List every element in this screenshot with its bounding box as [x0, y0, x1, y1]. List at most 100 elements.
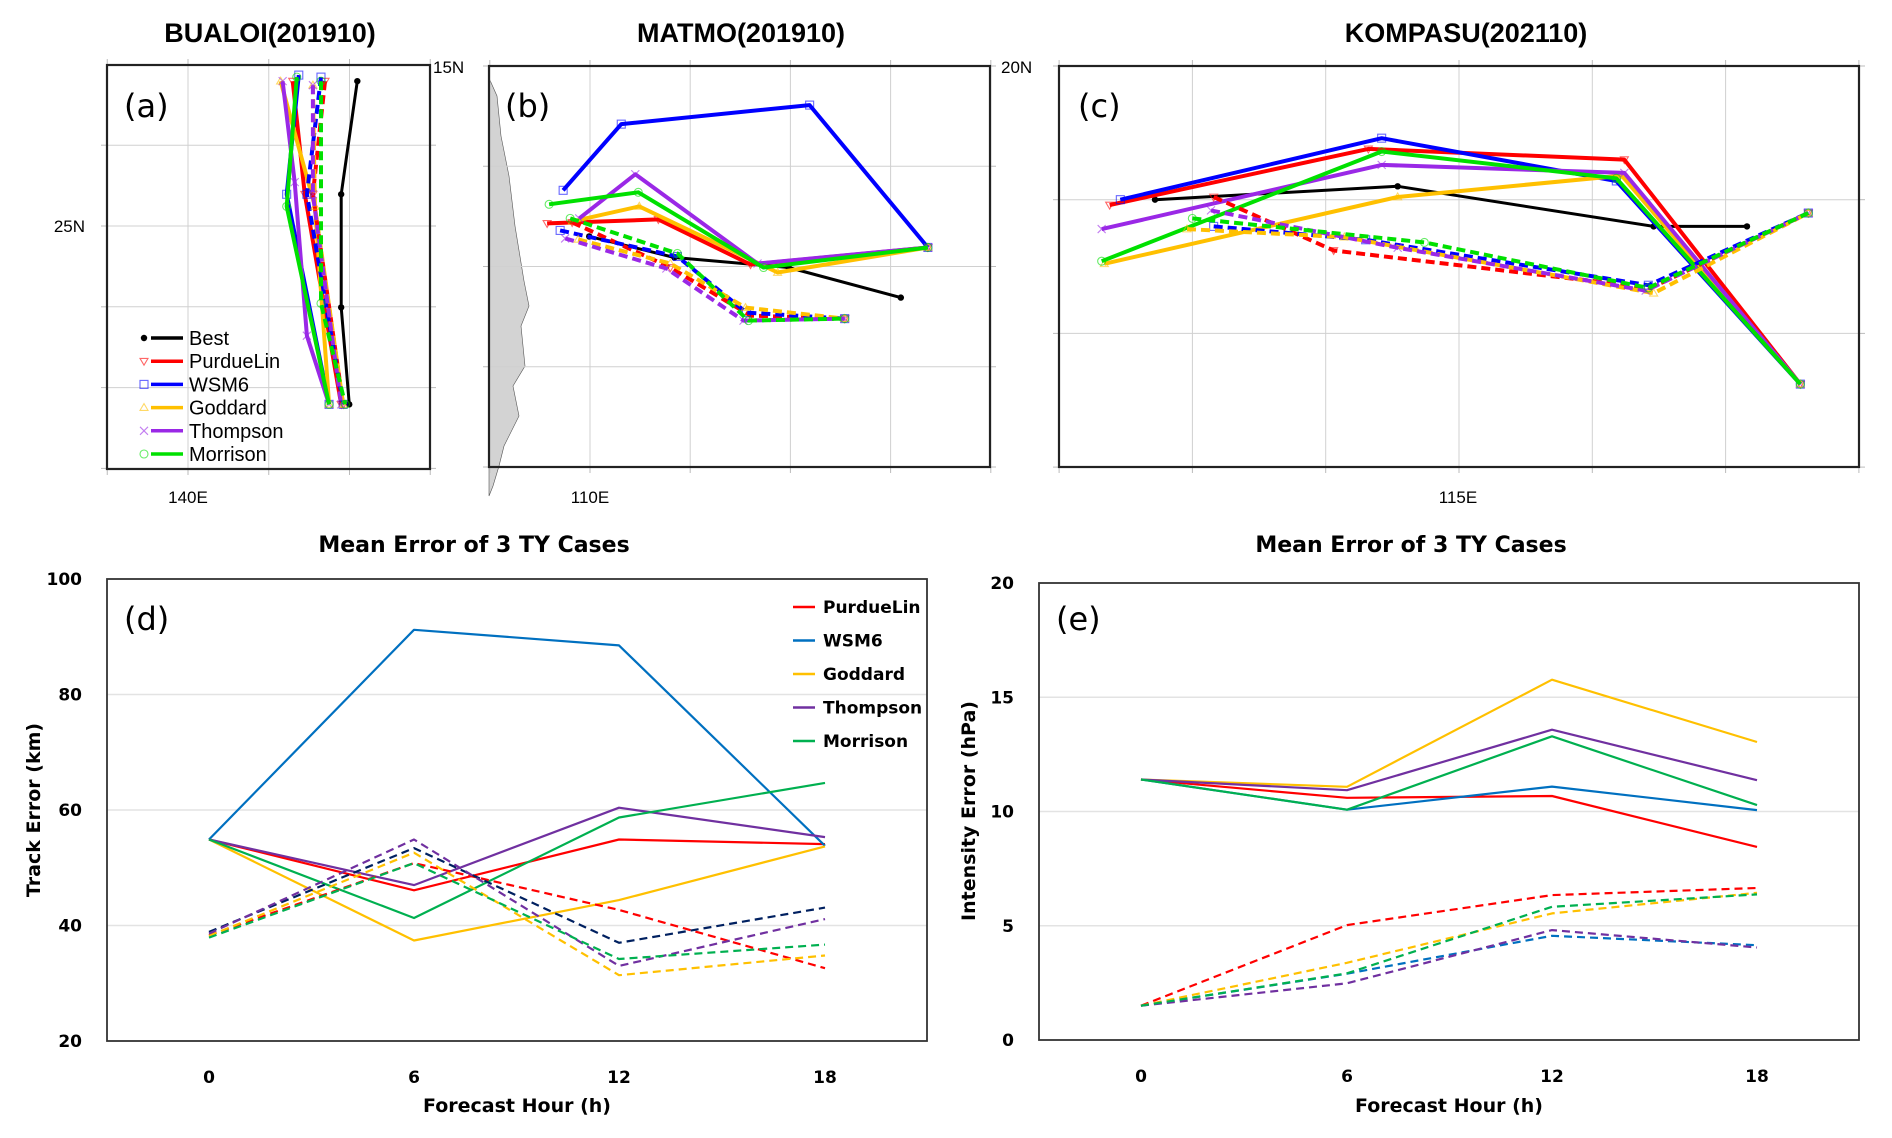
- track-morrison-dashed-point: [316, 298, 326, 308]
- chart-title-d: Mean Error of 3 TY Cases: [318, 533, 629, 558]
- track-thompson-dashed-point: [308, 189, 318, 199]
- map-frame: [1057, 64, 1861, 469]
- map-legend-marker-dot-icon: [140, 334, 148, 342]
- y-axis-title-d: Track Error (km): [23, 723, 45, 897]
- track-morrison-solid-point: [1377, 146, 1387, 157]
- track-thompson-solid-point: [1377, 160, 1387, 170]
- track-thompson-solid-point: [290, 177, 300, 187]
- track-goddard-dashed: [577, 237, 845, 321]
- map-legend-marker-x-icon: [139, 426, 149, 436]
- track-morrison-solid-point: [633, 187, 643, 197]
- track-thompson-dashed-point: [739, 316, 748, 326]
- track-morrison-solid-point: [544, 199, 554, 209]
- x-tick-label-110e: 110E: [571, 488, 609, 507]
- panel-label-d: (d): [124, 600, 169, 638]
- series-line-purduelin-dashed-dashed: [208, 862, 826, 970]
- track-morrison-dashed: [319, 81, 348, 405]
- track-goddard-dashed-point: [740, 302, 751, 311]
- track-wsm6-dashed: [304, 76, 346, 405]
- y-tick-label-20n: 20N: [1001, 58, 1032, 77]
- plot-frame: [106, 578, 928, 1042]
- series-line-thompson-solid: [208, 806, 826, 887]
- track-wsm6-dashed-point: [555, 225, 565, 235]
- track-wsm6-solid-point: [1115, 195, 1125, 205]
- chart-legend-label: Thompson: [823, 699, 922, 719]
- track-best-solid-point: [897, 294, 905, 301]
- y-tick-label-25n: 25N: [54, 217, 85, 236]
- track-morrison-solid-point: [1611, 173, 1621, 183]
- y-axis-title-e: Intensity Error (hPa): [958, 701, 980, 921]
- map-frame: [105, 63, 432, 471]
- track-morrison-dashed-point: [743, 316, 754, 326]
- track-map-c: [1053, 60, 1865, 473]
- track-morrison-dashed-point: [565, 213, 575, 223]
- series-line-wsm6-solid: [208, 628, 826, 847]
- y-tick-label: 20: [58, 1032, 82, 1052]
- series-line-purduelin-solid: [208, 838, 826, 892]
- x-tick-label: 12: [1540, 1067, 1564, 1087]
- track-morrison-solid-point: [1795, 379, 1805, 389]
- map-title-c: KOMPASU(202110): [1345, 18, 1588, 48]
- track-thompson-solid-point: [278, 76, 288, 86]
- track-morrison-solid: [548, 190, 929, 270]
- series-line-purduelin-solid: [1140, 778, 1758, 848]
- track-goddard-dashed-point: [1648, 288, 1659, 297]
- track-morrison-dashed: [569, 216, 845, 323]
- track-morrison-dashed-point: [316, 76, 326, 86]
- y-tick-label: 15: [990, 688, 1014, 708]
- track-morrison-dashed: [1192, 211, 1810, 290]
- track-wsm6-solid-point: [805, 100, 815, 110]
- x-axis-title-e: Forecast Hour (h): [1355, 1095, 1543, 1117]
- chart-legend: PurdueLin WSM6 Goddard Thompson Morrison: [793, 598, 922, 752]
- map-legend-label: Best: [189, 328, 229, 350]
- track-thompson-dashed-point: [560, 234, 570, 243]
- series-line-thompson-dashed-dashed: [1140, 929, 1758, 1007]
- track-purduelin-dashed-point: [1328, 247, 1339, 256]
- series-line-thompson-solid: [1140, 728, 1758, 792]
- track-wsm6-dashed-point: [302, 189, 312, 199]
- track-purduelin-solid-point: [1619, 156, 1630, 165]
- chart-legend-item-purduelin: PurdueLin: [793, 598, 921, 618]
- track-goddard-dashed-point: [665, 258, 676, 267]
- track-goddard-solid-point: [1392, 191, 1403, 201]
- track-morrison-dashed-point: [672, 248, 682, 259]
- track-map-a: [101, 59, 436, 475]
- chart-legend-label: PurdueLin: [823, 598, 921, 618]
- track-best-solid-point: [1743, 223, 1751, 230]
- chart-legend-item-wsm6: WSM6: [793, 632, 883, 652]
- map-legend-marker-triangle-up-icon: [139, 402, 149, 411]
- track-wsm6-dashed: [559, 228, 845, 321]
- track-morrison-solid-point: [324, 399, 334, 409]
- y-tick-label: 5: [1002, 917, 1014, 937]
- chart-legend-label: Morrison: [823, 732, 908, 752]
- map-legend-item-thompson: Thompson: [139, 421, 284, 443]
- y-tick-label: 80: [58, 686, 82, 706]
- track-thompson-dashed-point: [661, 264, 671, 273]
- track-thompson-dashed-point: [1393, 243, 1403, 253]
- track-wsm6-solid: [561, 103, 930, 249]
- track-thompson-dashed: [310, 85, 344, 405]
- x-tick-label-115e: 115E: [1439, 488, 1477, 507]
- x-tick-label: 6: [1341, 1067, 1353, 1087]
- track-morrison-dashed-point: [840, 314, 850, 324]
- line-chart-e: 0 5 10 15 20 0 6 12 18: [990, 574, 1860, 1087]
- track-thompson-solid-point: [302, 331, 312, 341]
- panel-label-a: (a): [124, 87, 169, 125]
- series-line-morrison-solid: [208, 781, 826, 920]
- map-legend-label: PurdueLin: [189, 351, 280, 373]
- x-tick-label-140e: 140E: [168, 488, 208, 507]
- map-legend-label: Morrison: [189, 444, 267, 466]
- track-wsm6-solid-point: [1377, 133, 1387, 143]
- track-purduelin-solid-point: [1104, 201, 1115, 211]
- chart-legend-label: Goddard: [823, 665, 905, 685]
- track-purduelin-dashed: [571, 220, 845, 321]
- map-legend-item-goddard: Goddard: [139, 398, 267, 420]
- track-best-solid-point: [1394, 183, 1401, 190]
- track-best-solid-point: [337, 304, 345, 311]
- track-morrison-dashed-point: [1643, 283, 1653, 293]
- series-line-morrison-dashed-dashed: [208, 862, 826, 961]
- map-legend-label: WSM6: [189, 374, 249, 396]
- chart-legend-item-goddard: Goddard: [793, 665, 905, 685]
